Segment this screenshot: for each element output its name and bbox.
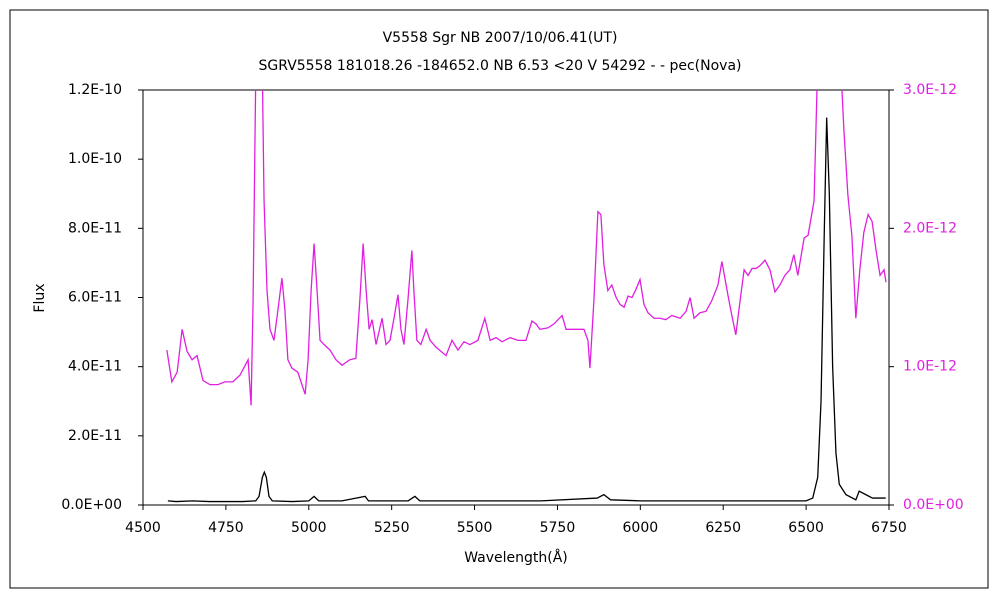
y-tick-label: 0.0E+00 xyxy=(61,497,122,513)
x-tick-label: 4500 xyxy=(125,520,161,536)
x-tick-label: 5750 xyxy=(540,520,576,536)
x-tick-label: 5250 xyxy=(374,520,410,536)
y-tick-label: 6.0E-11 xyxy=(68,290,122,306)
x-tick-label: 5500 xyxy=(457,520,493,536)
spectrum-line xyxy=(167,117,886,503)
x-tick-label: 6250 xyxy=(705,520,741,536)
chart-title: V5558 Sgr NB 2007/10/06.41(UT) xyxy=(383,30,618,46)
y-tick-label: 1.0E-10 xyxy=(68,151,122,167)
chart-subtitle: SGRV5558 181018.26 -184652.0 NB 6.53 <20… xyxy=(259,58,742,74)
spectrum-line xyxy=(166,90,887,406)
y-tick-label: 1.2E-10 xyxy=(68,82,122,98)
x-tick-label: 6000 xyxy=(623,520,659,536)
x-axis-label: Wavelength(Å) xyxy=(464,549,568,566)
y2-tick-label: 0.0E+00 xyxy=(903,497,964,513)
y-tick-label: 2.0E-11 xyxy=(68,428,122,444)
y2-tick-label: 2.0E-12 xyxy=(903,220,957,236)
y2-tick-label: 3.0E-12 xyxy=(903,82,957,98)
x-tick-label: 6500 xyxy=(788,520,824,536)
outer-frame xyxy=(9,9,989,589)
y2-tick-label: 1.0E-12 xyxy=(903,359,957,375)
y-tick-label: 8.0E-11 xyxy=(68,220,122,236)
y-axis-label: Flux xyxy=(32,283,48,312)
y-tick-label: 4.0E-11 xyxy=(68,359,122,375)
x-tick-label: 4750 xyxy=(208,520,244,536)
x-tick-label: 5000 xyxy=(291,520,327,536)
x-tick-label: 6750 xyxy=(871,520,907,536)
